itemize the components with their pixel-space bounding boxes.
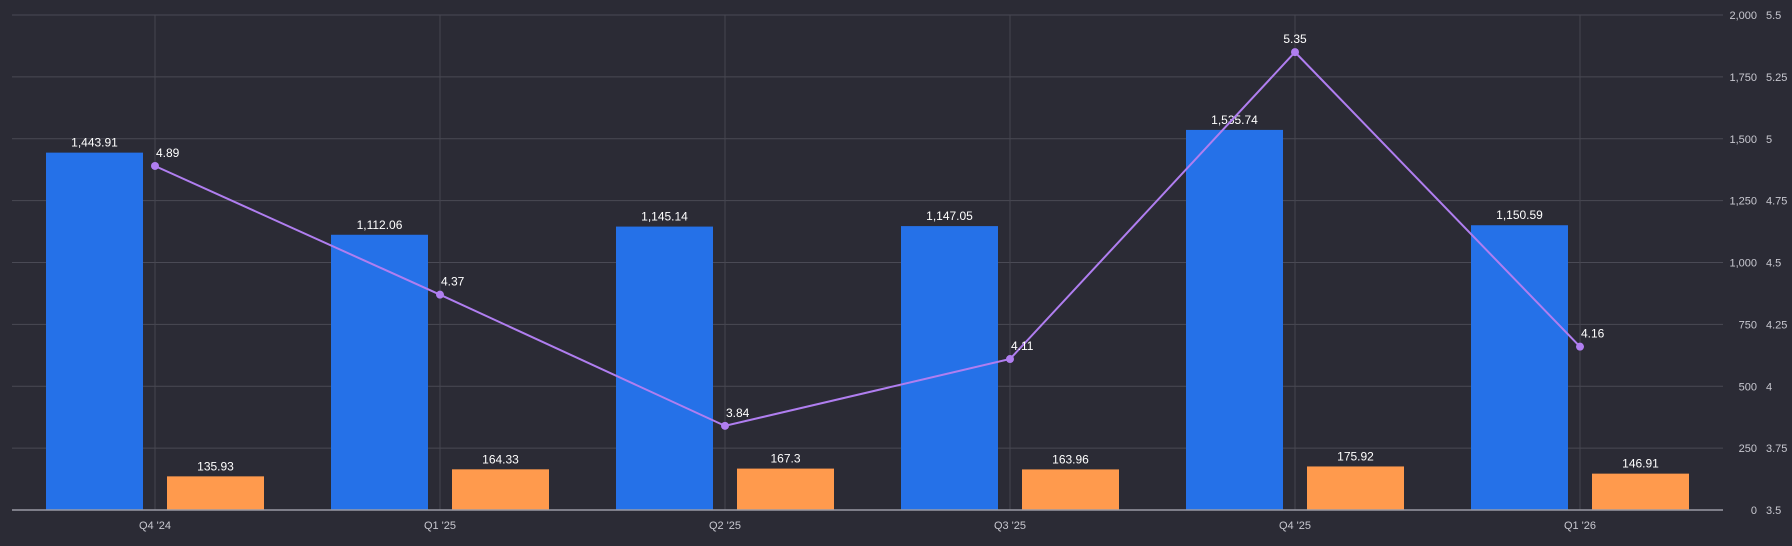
x-tick-label: Q1 '26 [1564, 520, 1596, 532]
bar-series-1 [901, 226, 998, 511]
line-point [1576, 342, 1584, 351]
y-primary-tick-label: 1,250 [1729, 196, 1757, 208]
x-tick-label: Q4 '24 [139, 520, 171, 532]
x-tick-label: Q4 '25 [1279, 520, 1311, 532]
data-label: 175.92 [1337, 449, 1374, 463]
bar-series-2 [167, 476, 264, 510]
y-secondary-tick-label: 5 [1766, 134, 1772, 146]
line-data-label: 3.84 [726, 406, 750, 420]
data-label: 1,443.91 [71, 136, 118, 150]
y-secondary-tick-label: 4.75 [1766, 196, 1787, 208]
y-primary-tick-label: 1,000 [1729, 258, 1757, 270]
y-secondary-tick-label: 4.5 [1766, 258, 1781, 270]
x-tick-label: Q1 '25 [424, 520, 456, 532]
y-primary-tick-label: 250 [1739, 443, 1757, 455]
data-label: 1,535.74 [1211, 113, 1258, 127]
y-primary-tick-label: 500 [1739, 381, 1757, 393]
data-label: 146.91 [1622, 457, 1659, 471]
line-point [151, 161, 159, 170]
line-point [1006, 355, 1014, 364]
data-label: 164.33 [482, 452, 519, 466]
data-label: 1,145.14 [641, 210, 688, 224]
bar-series-2 [1307, 466, 1404, 510]
line-data-label: 4.89 [156, 146, 180, 160]
line-point [1291, 48, 1299, 57]
y-primary-tick-label: 1,500 [1729, 134, 1757, 146]
data-label: 1,150.59 [1496, 208, 1543, 222]
line-series [154, 50, 1581, 427]
x-tick-label: Q2 '25 [709, 520, 741, 532]
line-data-label: 5.35 [1283, 32, 1307, 46]
y-secondary-tick-label: 4.25 [1766, 319, 1787, 331]
bar-series-2 [452, 469, 549, 510]
bar-series-2 [737, 468, 834, 510]
line-data-label: 4.37 [441, 275, 465, 289]
bar-series-1 [1186, 129, 1283, 510]
y-secondary-tick-label: 5.5 [1766, 10, 1781, 22]
line-point [436, 290, 444, 299]
bar-series-1 [616, 226, 713, 510]
line-data-label: 4.11 [1011, 339, 1034, 353]
data-label: 1,147.05 [926, 209, 973, 223]
data-label: 135.93 [197, 459, 234, 473]
y-primary-tick-label: 1,750 [1729, 72, 1757, 84]
y-secondary-tick-label: 3.75 [1766, 443, 1787, 455]
bar-series-1 [46, 152, 143, 511]
y-primary-tick-label: 750 [1739, 319, 1757, 331]
x-tick-label: Q3 '25 [994, 520, 1026, 532]
bar-series-1 [331, 234, 428, 511]
data-label: 163.96 [1052, 452, 1089, 466]
bar-series-2 [1592, 473, 1689, 510]
y-primary-tick-label: 2,000 [1729, 10, 1757, 22]
bar-series-2 [1022, 469, 1119, 510]
y-secondary-tick-label: 3.5 [1766, 505, 1781, 517]
data-label: 167.3 [770, 452, 800, 466]
y-primary-tick-label: 0 [1751, 505, 1757, 517]
line-data-label: 4.16 [1581, 327, 1605, 341]
bar-series-1 [1471, 225, 1568, 510]
data-label: 1,112.06 [357, 218, 403, 232]
y-secondary-tick-label: 4 [1766, 381, 1772, 393]
y-secondary-tick-label: 5.25 [1766, 72, 1787, 84]
line-point [721, 421, 729, 430]
